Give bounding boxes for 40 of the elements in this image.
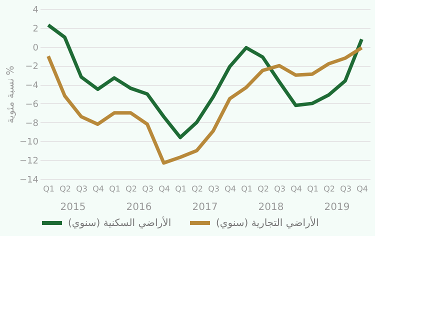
x-tick-label: Q3 — [142, 184, 154, 194]
text: 2017 — [192, 202, 218, 213]
x-tick-label: Q3 — [76, 184, 88, 194]
x-tick-label: Q3 — [340, 184, 352, 194]
x-tick-label: Q3 — [274, 184, 286, 194]
x-tick-label: Q2 — [126, 184, 137, 194]
y-tick-label: 2 — [32, 24, 38, 34]
y-tick-label: −2 — [25, 62, 38, 72]
y-tick-label: −8 — [25, 118, 39, 129]
line-series — [46, 46, 364, 165]
x-tick-label: Q1 — [307, 184, 318, 194]
x-tick-label: Q1 — [43, 184, 54, 194]
x-tick-label: Q4 — [224, 184, 236, 194]
y-tick-label: −12 — [20, 156, 38, 167]
y-tick-label: 4 — [32, 6, 39, 16]
x-tick-label: Q3 — [208, 184, 220, 194]
y-tick-label: −4 — [25, 81, 39, 92]
text: 2016 — [126, 202, 152, 213]
y-axis-title: نسبة مئوية % — [6, 66, 17, 124]
y-tick-label: −6 — [25, 100, 39, 110]
x-tick-label: Q4 — [356, 184, 368, 194]
y-tick-label: −14 — [20, 176, 39, 186]
y-tick-label: 0 — [32, 43, 39, 54]
x-tick-label: Q1 — [109, 184, 120, 194]
x-tick-label: Q1 — [241, 184, 252, 194]
x-tick-label: Q2 — [324, 184, 335, 194]
x-tick-label: Q2 — [60, 184, 71, 194]
y-tick-label: −10 — [20, 138, 39, 148]
text: 2015 — [60, 202, 86, 213]
x-tick-label: Q4 — [290, 184, 302, 194]
x-tick-label: Q1 — [175, 184, 186, 194]
x-tick-label: Q4 — [158, 184, 170, 194]
x-tick-label: Q2 — [258, 184, 269, 194]
text: 2018 — [258, 202, 284, 213]
text: 2019 — [324, 202, 350, 213]
x-tick-label: Q4 — [92, 184, 104, 194]
x-tick-label: Q2 — [192, 184, 203, 194]
legend-label: الأراضي السكنية (سنوي) — [68, 216, 172, 229]
legend-label: الأراضي التجارية (سنوي) — [216, 216, 319, 229]
line-series — [46, 23, 364, 140]
